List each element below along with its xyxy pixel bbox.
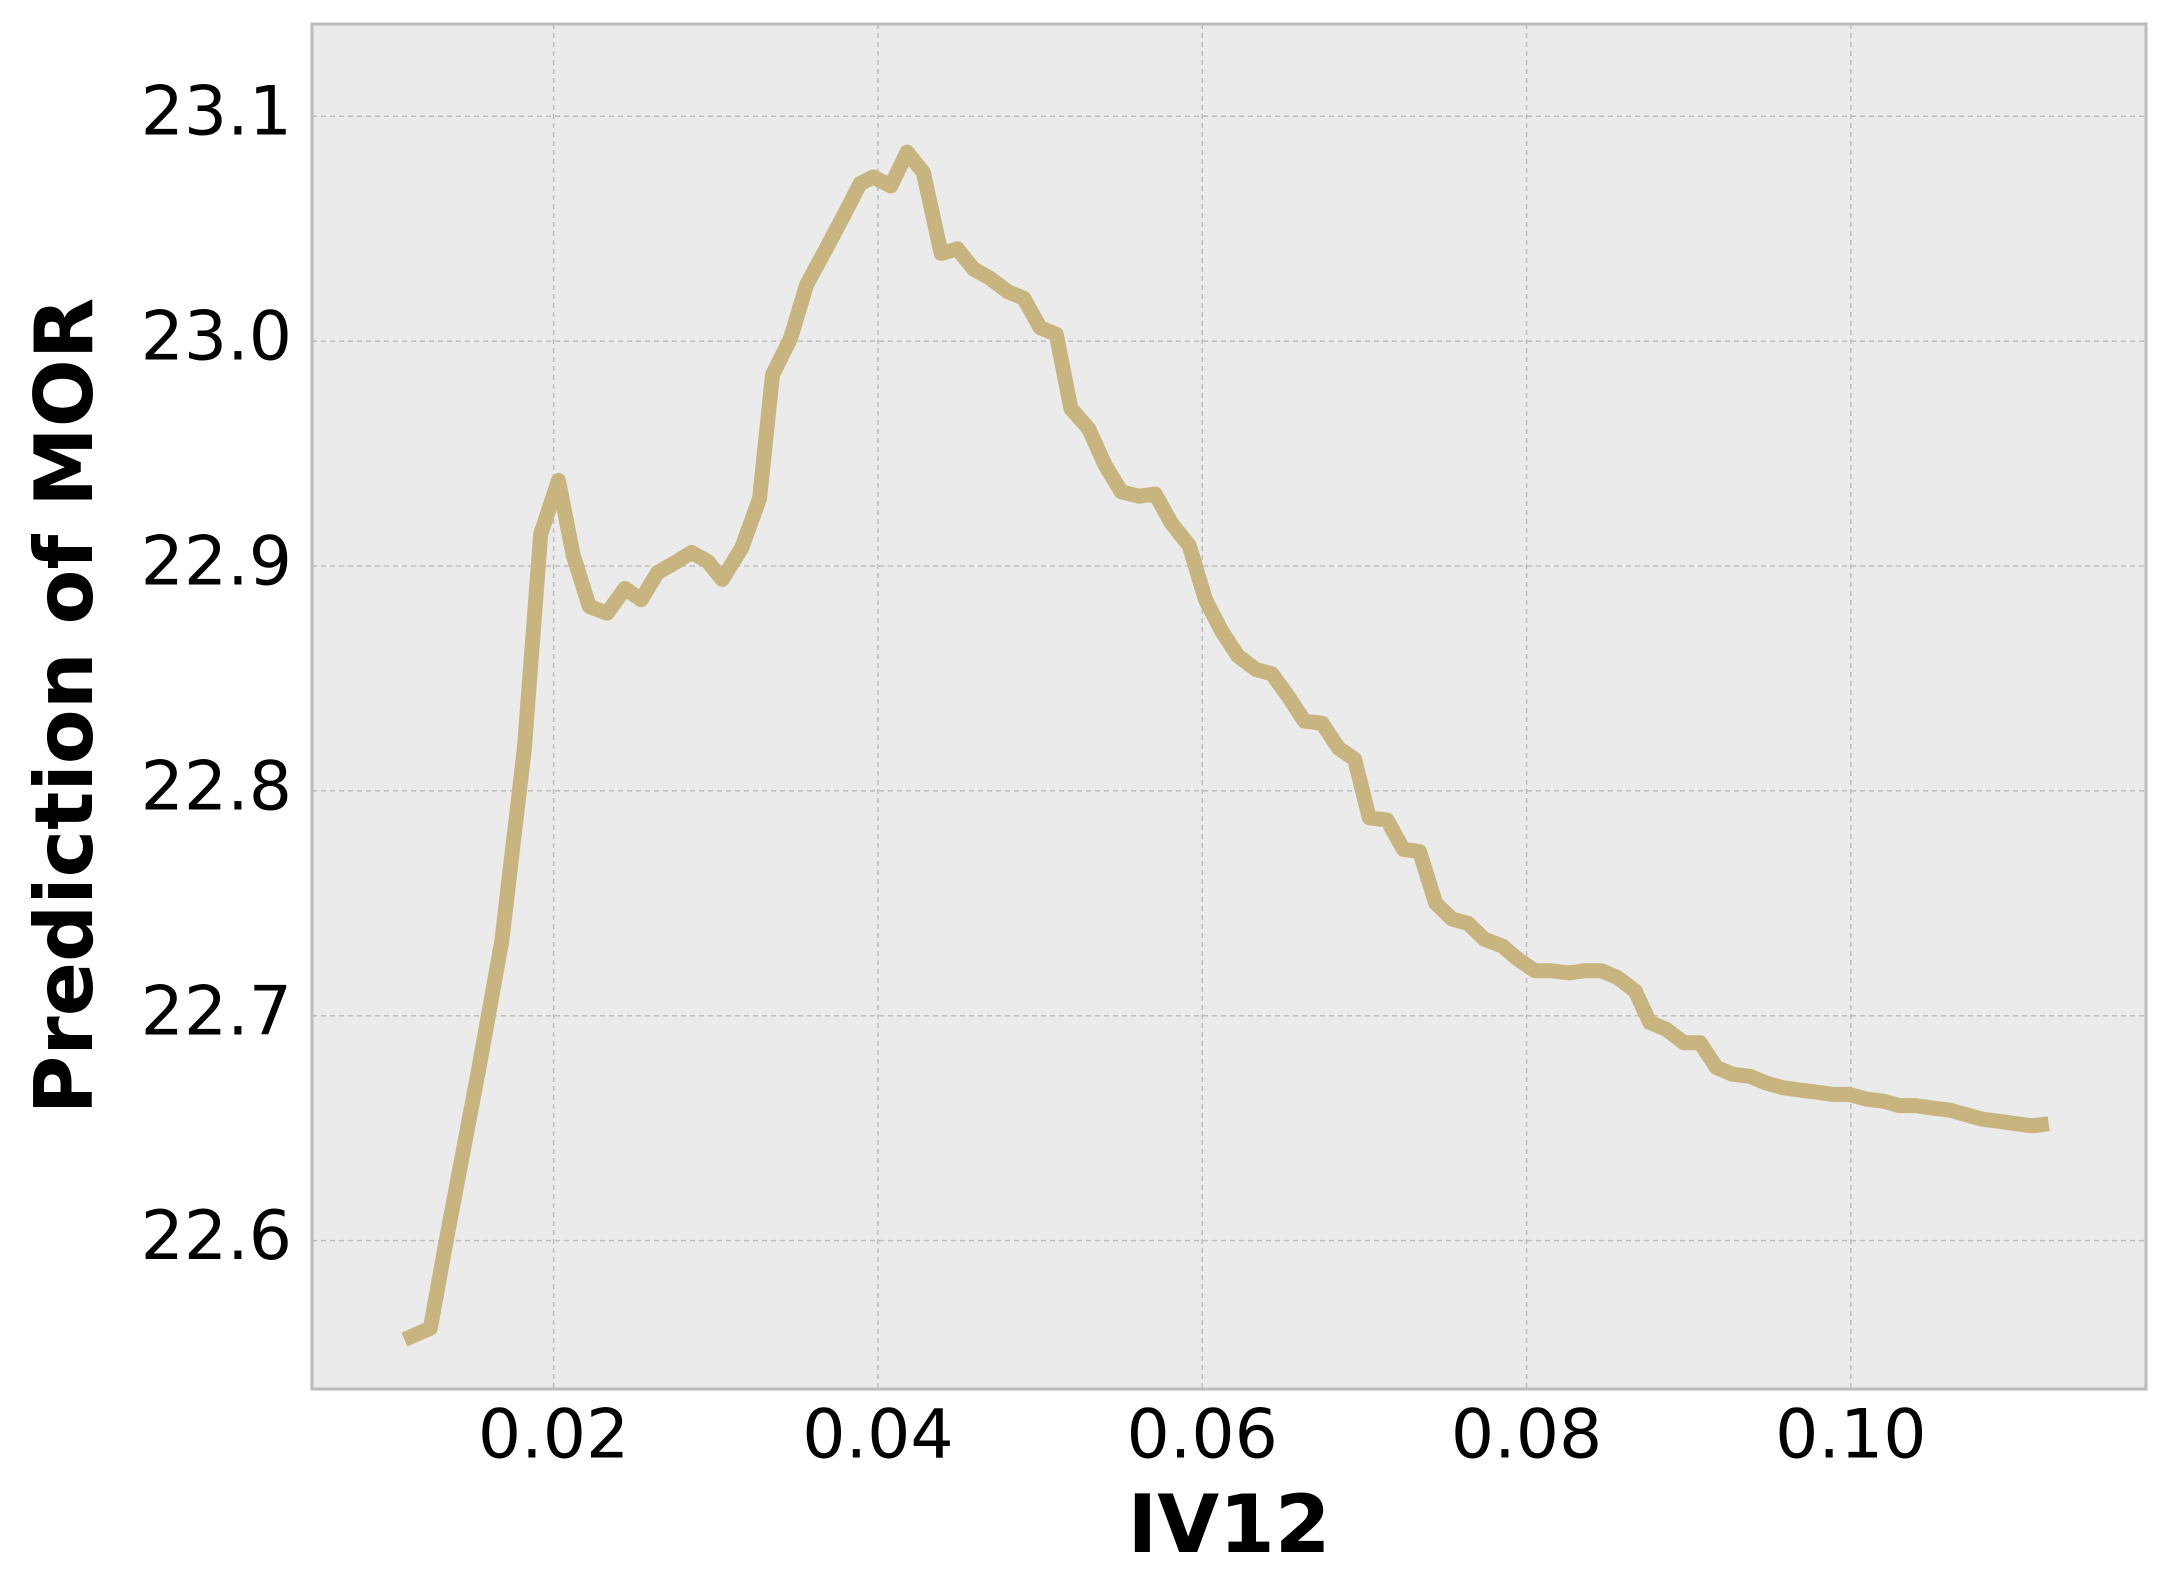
y-tick-label: 22.9 [141,522,292,601]
x-axis-label: IV12 [1127,1478,1330,1571]
x-tick-label: 0.02 [478,1396,629,1475]
y-tick-label: 22.6 [141,1197,292,1276]
x-tick-label: 0.10 [1775,1396,1926,1475]
x-tick-label: 0.08 [1451,1396,1602,1475]
line [401,144,2050,1347]
y-tick-label: 22.8 [141,747,292,826]
x-tick-label: 0.04 [802,1396,953,1475]
y-tick-label: 23.0 [141,298,292,377]
y-tick-label: 23.1 [141,73,292,152]
plot-area [310,22,2148,1391]
y-tick-label: 22.7 [141,972,292,1051]
x-tick-label: 0.06 [1127,1396,1278,1475]
y-axis-label: Prediction of MOR [18,298,111,1115]
